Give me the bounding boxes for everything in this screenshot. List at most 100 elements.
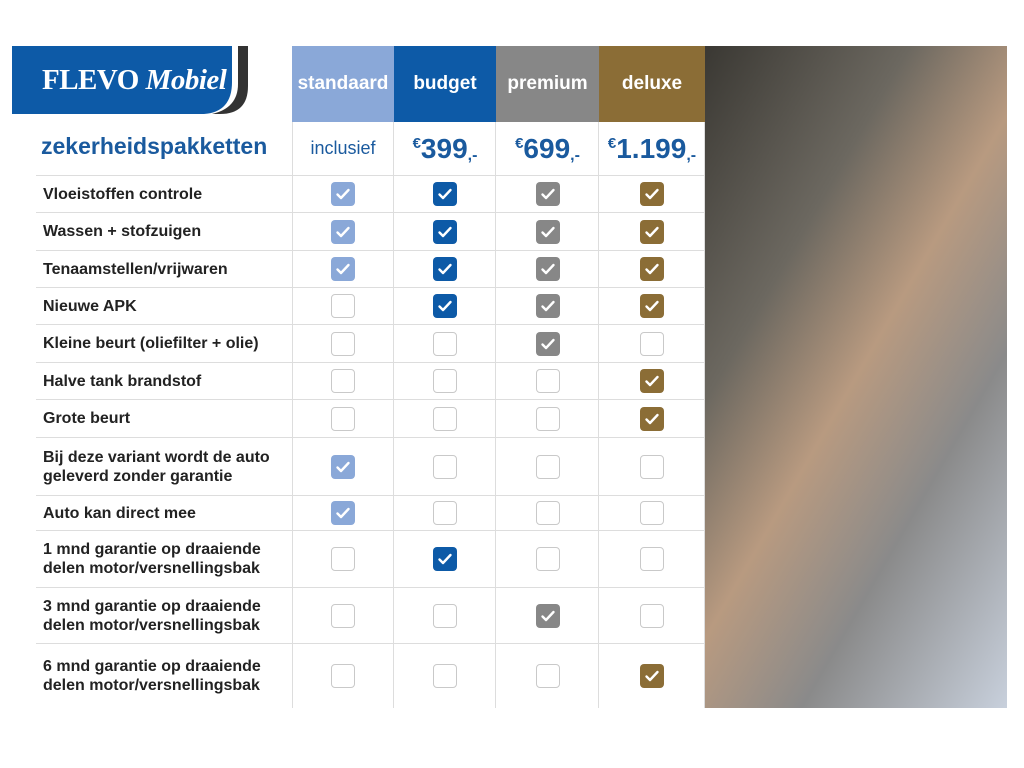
checkbox-standaard[interactable] [331, 454, 355, 479]
feature-row: Kleine beurt (oliefilter + olie) [36, 324, 705, 362]
checkmark-icon [645, 375, 659, 387]
column-header-budget: budget [394, 46, 496, 122]
checkmark-icon [540, 226, 555, 237]
checkbox-budget[interactable] [433, 219, 457, 244]
checkbox-standaard[interactable] [331, 182, 355, 206]
checkbox-budget[interactable] [433, 294, 457, 318]
logo [12, 46, 268, 114]
feature-row: Wassen + stofzuigen [36, 212, 705, 250]
column-header-standaard: standaard [292, 46, 394, 122]
checkbox-premium[interactable] [535, 331, 560, 356]
checkbox-premium[interactable] [535, 369, 560, 393]
couple-in-car-photo [705, 46, 1007, 708]
checkmark-icon [540, 610, 555, 621]
checkbox-premium[interactable] [535, 501, 560, 525]
checkmark-icon [645, 413, 659, 424]
checkbox-standaard[interactable] [331, 331, 355, 356]
feature-row: Halve tank brandstof [36, 362, 705, 399]
feature-label: Halve tank brandstof [43, 372, 202, 390]
package-name: budget [413, 73, 477, 94]
checkmark-icon [540, 188, 555, 200]
checkbox-deluxe[interactable] [640, 331, 664, 356]
checkbox-budget[interactable] [433, 664, 457, 688]
checkbox-budget[interactable] [433, 501, 457, 525]
feature-label: Nieuwe APK [43, 297, 137, 315]
checkbox-deluxe[interactable] [640, 369, 664, 393]
checkbox-standaard[interactable] [331, 369, 355, 393]
checkbox-deluxe[interactable] [640, 182, 664, 206]
checkbox-deluxe[interactable] [640, 219, 664, 244]
price-suffix: ,- [467, 147, 478, 164]
currency-symbol: € [607, 135, 617, 152]
price-budget: €399 ,- [394, 122, 496, 175]
checkmark-icon [336, 507, 350, 519]
checkbox-standaard[interactable] [331, 294, 355, 318]
price-value: 699 [523, 132, 571, 164]
checkbox-budget[interactable] [433, 603, 457, 628]
checkbox-premium[interactable] [535, 294, 560, 318]
checkmark-icon [336, 188, 350, 200]
checkbox-premium[interactable] [535, 257, 560, 281]
checkbox-deluxe[interactable] [640, 406, 664, 431]
checkbox-premium[interactable] [535, 664, 560, 688]
checkbox-deluxe[interactable] [640, 603, 664, 628]
package-name: standaard [297, 73, 389, 94]
column-header-premium: premium [496, 46, 599, 122]
checkbox-deluxe[interactable] [640, 454, 664, 479]
checkmark-icon [540, 300, 555, 312]
checkbox-budget[interactable] [433, 331, 457, 356]
feature-label: Vloeistoffen controle [43, 185, 203, 203]
checkbox-budget[interactable] [433, 454, 457, 479]
checkbox-budget[interactable] [433, 406, 457, 431]
checkbox-premium[interactable] [535, 603, 560, 628]
checkbox-standaard[interactable] [331, 257, 355, 281]
checkbox-deluxe[interactable] [640, 664, 664, 688]
price-standaard: inclusief [292, 122, 394, 175]
package-name: deluxe [621, 73, 683, 94]
feature-row: 6 mnd garantie op draaiende delen motor/… [36, 643, 705, 708]
package-name: premium [507, 73, 588, 94]
checkmark-icon [645, 300, 659, 312]
feature-label: Auto kan direct mee [43, 504, 196, 522]
checkmark-icon [438, 300, 452, 312]
checkmark-icon [645, 188, 659, 200]
checkmark-icon [438, 226, 452, 237]
price-deluxe: €1.199 ,- [599, 122, 705, 175]
checkbox-premium[interactable] [535, 182, 560, 206]
feature-label: Wassen + stofzuigen [43, 223, 202, 240]
price-value: 1.199 [616, 132, 687, 164]
price-suffix: ,- [686, 147, 697, 164]
checkbox-premium[interactable] [535, 219, 560, 244]
feature-label: Kleine beurt (oliefilter + olie) [43, 335, 259, 352]
checkbox-deluxe[interactable] [640, 257, 664, 281]
currency-symbol: € [412, 135, 421, 152]
feature-label: Bij deze variant wordt de auto geleverd … [43, 448, 270, 485]
checkbox-budget[interactable] [433, 547, 457, 571]
checkbox-standaard[interactable] [331, 603, 355, 628]
checkbox-deluxe[interactable] [640, 501, 664, 525]
feature-row: Vloeistoffen controle [36, 175, 705, 212]
currency-symbol: € [515, 135, 524, 152]
checkmark-icon [438, 188, 452, 200]
feature-row: Auto kan direct mee [36, 495, 705, 530]
checkbox-standaard[interactable] [331, 501, 355, 525]
feature-row: Grote beurt [36, 399, 705, 437]
checkbox-budget[interactable] [433, 257, 457, 281]
checkbox-deluxe[interactable] [640, 294, 664, 318]
checkbox-standaard[interactable] [331, 406, 355, 431]
checkbox-standaard[interactable] [331, 664, 355, 688]
checkbox-premium[interactable] [535, 406, 560, 431]
price-value: 399 [420, 132, 468, 164]
checkmark-icon [645, 263, 659, 275]
checkbox-budget[interactable] [433, 369, 457, 393]
checkbox-premium[interactable] [535, 454, 560, 479]
checkbox-standaard[interactable] [331, 547, 355, 571]
checkmark-icon [540, 263, 555, 275]
checkmark-icon [645, 226, 659, 237]
checkbox-budget[interactable] [433, 182, 457, 206]
feature-label: 6 mnd garantie op draaiende delen motor/… [43, 658, 261, 694]
checkbox-standaard[interactable] [331, 219, 355, 244]
checkbox-deluxe[interactable] [640, 547, 664, 571]
page-title: zekerheidspakketten [41, 133, 268, 159]
checkbox-premium[interactable] [535, 547, 560, 571]
